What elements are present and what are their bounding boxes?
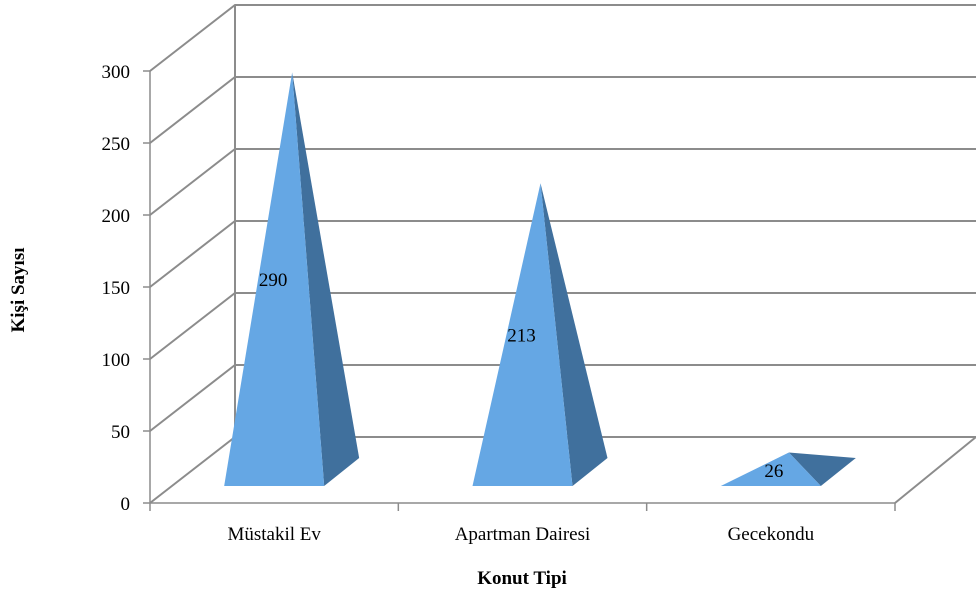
pyramid-bar	[472, 183, 608, 486]
gridline	[149, 4, 976, 72]
data-label: 213	[507, 326, 536, 347]
data-label: 290	[259, 270, 288, 291]
pyramid-side-face	[292, 72, 360, 487]
y-tick-labels: 0 50 100 150 200 250 300	[102, 62, 131, 515]
pyramid-front-face	[720, 452, 821, 486]
data-labels: 290 213 26	[259, 270, 783, 482]
y-tick-label: 150	[102, 278, 131, 299]
pyramid-bar	[720, 452, 856, 486]
gridline	[149, 220, 976, 288]
y-tick-label: 250	[102, 134, 131, 155]
pyramid-side-face	[788, 452, 856, 486]
y-tick-label: 300	[102, 62, 131, 83]
pyramid-side-face	[540, 183, 608, 486]
y-tick-label: 0	[121, 494, 131, 515]
data-label: 26	[764, 461, 783, 482]
gridline	[149, 76, 976, 144]
pyramid-front-face	[472, 183, 573, 486]
y-tick-label: 50	[111, 422, 130, 443]
axes	[143, 70, 896, 511]
gridline	[149, 148, 976, 216]
floor-right-edge	[894, 436, 976, 504]
y-tick-label: 200	[102, 206, 131, 227]
x-tick-label: Gecekondu	[728, 524, 815, 545]
gridline	[149, 364, 976, 432]
gridline	[149, 292, 976, 360]
pyramid-bar	[224, 72, 360, 487]
pyramid-bars	[224, 72, 856, 487]
x-tick-label: Müstakil Ev	[227, 524, 321, 545]
x-tick-label: Apartman Dairesi	[455, 524, 591, 545]
y-tick-label: 100	[102, 350, 131, 371]
x-tick-labels: Müstakil Ev Apartman Dairesi Gecekondu	[227, 524, 814, 545]
gridlines	[149, 4, 976, 432]
pyramid-front-face	[224, 72, 325, 487]
x-axis-title: Konut Tipi	[477, 568, 567, 589]
y-axis-title: Kişi Sayısı	[8, 248, 29, 333]
